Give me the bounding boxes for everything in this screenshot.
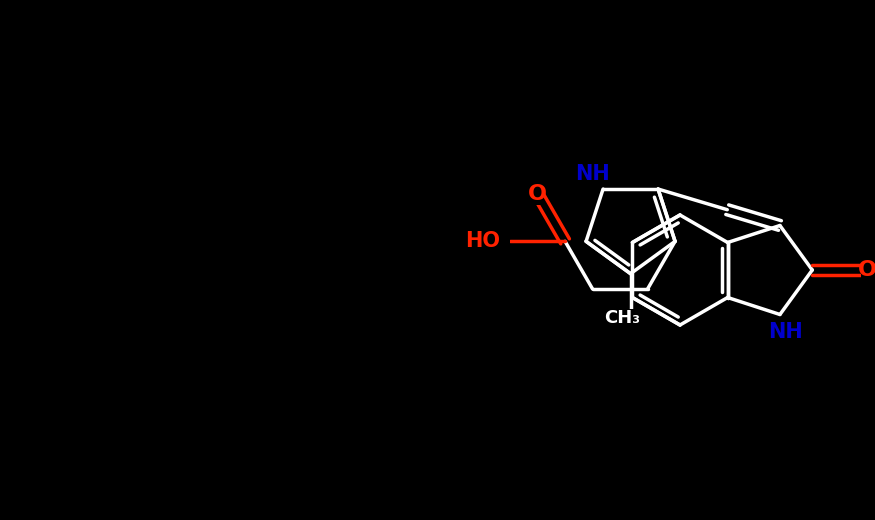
Text: O: O	[858, 260, 875, 280]
Bar	[582, 164, 603, 185]
Bar	[610, 308, 635, 327]
Bar	[531, 183, 544, 204]
Text: O: O	[528, 184, 547, 204]
Text: NH: NH	[575, 164, 610, 185]
Text: NH: NH	[768, 321, 803, 342]
Bar	[861, 259, 873, 281]
Text: CH₃: CH₃	[605, 309, 640, 327]
Bar	[490, 231, 510, 252]
Bar	[775, 321, 795, 342]
Text: HO: HO	[466, 231, 500, 251]
